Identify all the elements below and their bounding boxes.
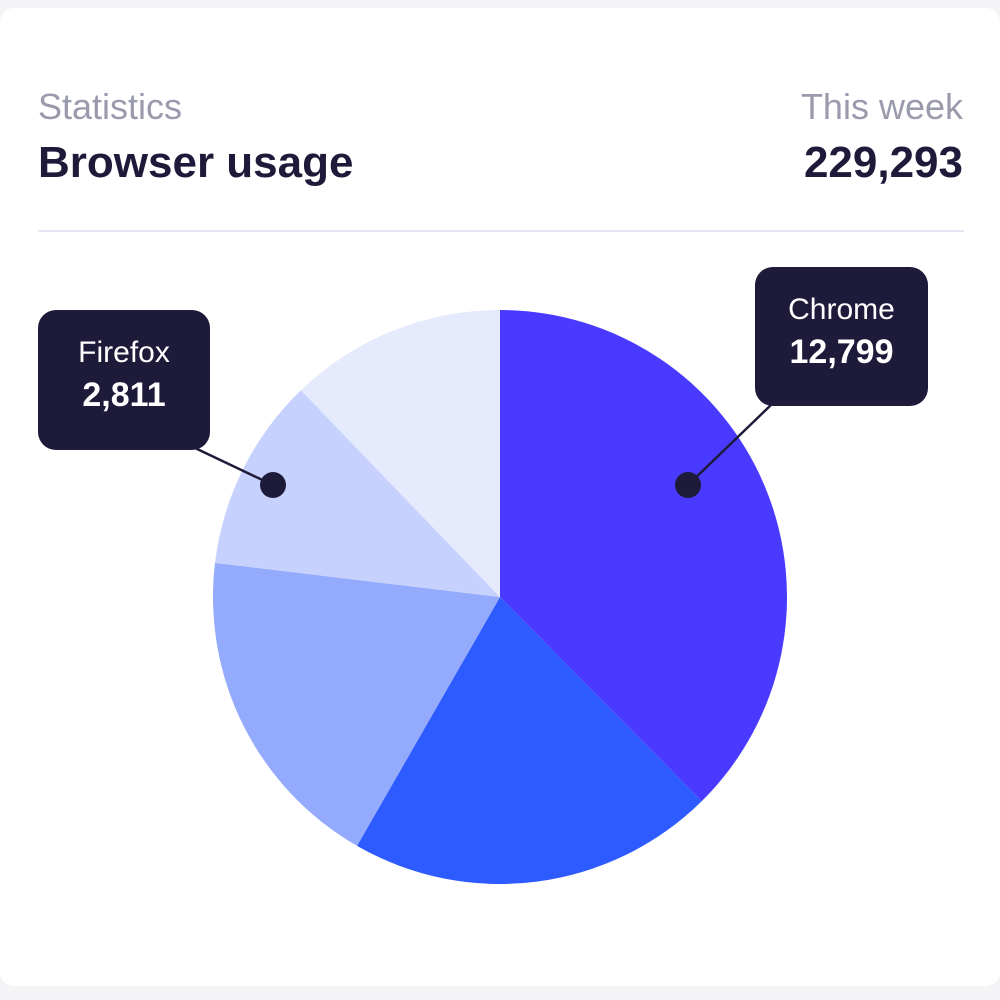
tooltip-firefox-value: 2,811: [82, 376, 166, 414]
pie-slice-firefox[interactable]: [215, 390, 500, 597]
firefox-marker-dot: [260, 472, 286, 498]
card-title: Browser usage: [38, 138, 354, 187]
tooltip-chrome-value: 12,799: [789, 333, 894, 371]
tooltip-chrome: Chrome 12,799: [755, 267, 928, 406]
card-subtitle: Statistics: [38, 86, 183, 127]
pie-slice-5[interactable]: [300, 310, 500, 597]
period-label: This week: [800, 86, 963, 127]
tooltip-firefox: Firefox 2,811: [38, 310, 210, 450]
chrome-connector: [687, 403, 773, 486]
pie-slice-chrome[interactable]: [500, 310, 787, 802]
firefox-connector: [194, 446, 274, 487]
divider: [38, 230, 964, 232]
tooltip-firefox-name: Firefox: [78, 336, 170, 369]
pie-slice-2[interactable]: [357, 597, 702, 884]
tooltip-chrome-name: Chrome: [788, 293, 895, 326]
total-value: 229,293: [803, 138, 963, 187]
pie-slice-3[interactable]: [213, 562, 500, 846]
chrome-marker-dot: [675, 472, 701, 498]
